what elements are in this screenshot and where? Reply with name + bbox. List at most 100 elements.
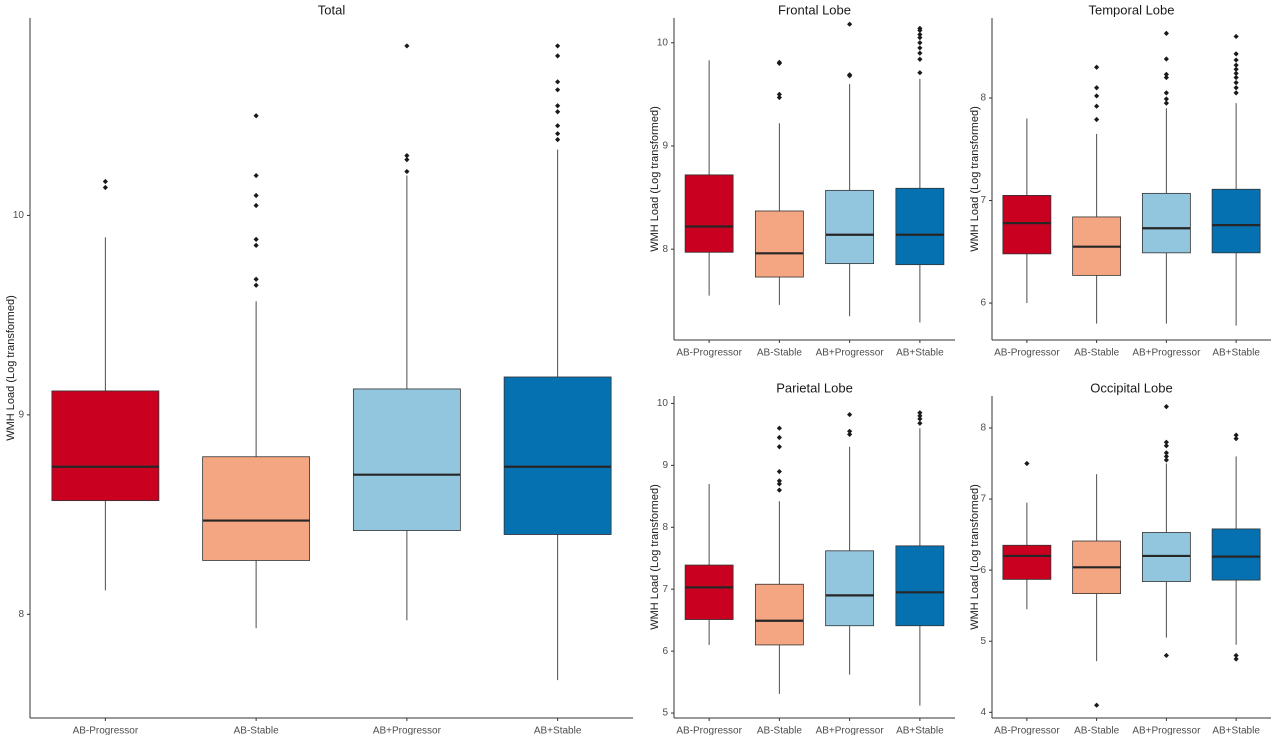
outlier-point [1163, 450, 1169, 456]
outlier-point [1233, 436, 1239, 442]
outlier-point [917, 416, 923, 422]
outlier-point [555, 103, 561, 109]
y-tick-label: 6 [980, 565, 986, 576]
box-abminus-stable [754, 425, 804, 694]
outlier-point [1024, 460, 1030, 467]
outlier-point [1163, 30, 1169, 36]
outlier-point [555, 109, 561, 115]
box-abminus-progressor [1002, 460, 1052, 610]
y-tick-label: 7 [980, 494, 986, 505]
box-abplusminus-progressor [825, 21, 875, 317]
y-axis-label: WMH Load (Log transformed) [649, 484, 661, 630]
y-tick-label: 9 [662, 460, 668, 471]
iqr-box [754, 210, 804, 278]
iqr-box [1141, 192, 1191, 254]
outlier-point [917, 25, 923, 31]
outlier-point [1233, 74, 1239, 81]
outlier-point [847, 411, 853, 418]
x-tick-label: AB+Stable [896, 348, 944, 359]
outlier-point [917, 410, 923, 416]
outlier-point [555, 137, 561, 143]
box-abminus-stable [754, 59, 804, 305]
box-abplusminus-stable [895, 410, 945, 706]
box-abplusminus-stable [895, 25, 945, 323]
outlier-point [1163, 71, 1169, 78]
outlier-point [1094, 116, 1100, 123]
panel-temporal-lobe: Temporal Lobe WMH Load (Log transformed) 6… [969, 2, 1271, 359]
iqr-box [684, 564, 734, 620]
outlier-point [1233, 70, 1239, 76]
iqr-box [1002, 195, 1052, 255]
box-abminus-stable [1072, 64, 1122, 324]
outlier-point [555, 53, 561, 59]
outlier-point [253, 236, 259, 242]
box-abplusminus-stable [1211, 33, 1261, 326]
outlier-point [847, 21, 853, 27]
outlier-point [776, 425, 782, 431]
outlier-point [1163, 453, 1169, 460]
outlier-point [1094, 702, 1100, 708]
outlier-point [555, 87, 561, 93]
iqr-box [825, 189, 875, 265]
iqr-box [503, 376, 612, 535]
x-tick-label: AB-Progressor [73, 726, 139, 735]
y-tick-label: 9 [18, 410, 24, 421]
y-axis-label: WMH Load (Log transformed) [969, 106, 981, 252]
outlier-point [1233, 51, 1239, 57]
outlier-point [917, 413, 923, 419]
y-tick-label: 9 [662, 141, 668, 152]
x-tick-label: AB+Progressor [816, 726, 885, 735]
outlier-point [253, 172, 259, 179]
outlier-point [917, 45, 923, 51]
box-abminus-progressor [51, 178, 160, 591]
outlier-point [1163, 439, 1169, 445]
outlier-point [404, 153, 410, 159]
x-tick-label: AB-Progressor [676, 348, 742, 359]
outlier-point [1163, 90, 1169, 96]
panel-title: Frontal Lobe [778, 2, 851, 17]
y-tick-label: 5 [662, 708, 668, 719]
outlier-point [847, 428, 853, 434]
iqr-box [684, 174, 734, 253]
y-axis-label: WMH Load (Log transformed) [649, 106, 661, 252]
outlier-point [847, 72, 853, 78]
box-abminus-progressor [684, 60, 734, 296]
outlier-point [847, 431, 853, 437]
panel-title: Occipital Lobe [1090, 380, 1172, 395]
iqr-box [202, 456, 311, 561]
y-tick-label: 10 [657, 398, 669, 409]
outlier-point [555, 123, 561, 129]
x-tick-label: AB-Stable [1074, 726, 1119, 735]
y-tick-label: 5 [980, 636, 986, 647]
x-tick-label: AB+Progressor [1132, 726, 1201, 735]
x-tick-label: AB-Stable [1074, 348, 1119, 359]
outlier-point [1233, 62, 1239, 68]
outlier-point [253, 113, 259, 119]
outlier-point [917, 56, 923, 62]
outlier-point [102, 178, 108, 185]
outlier-point [776, 94, 782, 101]
panel-frontal-lobe: Frontal Lobe WMH Load (Log transformed) 8 9… [649, 2, 955, 359]
outlier-point [253, 202, 259, 209]
y-axis-label: WMH Load (Log transformed) [969, 484, 981, 630]
outlier-point [1233, 652, 1239, 659]
outlier-point [1163, 100, 1169, 106]
x-tick-label: AB-Stable [757, 726, 802, 735]
outlier-point [555, 131, 561, 137]
panel-occipital-lobe: Occipital Lobe WMH Load (Log transformed)… [969, 380, 1271, 735]
x-tick-label: AB+Stable [1212, 726, 1260, 735]
outlier-point [1163, 74, 1169, 81]
y-tick-label: 4 [980, 707, 986, 718]
y-tick-label: 8 [662, 244, 668, 255]
panel-total: Total WMH Load (Log transformed) 8 9 10 AB-Pr… [5, 2, 633, 735]
x-tick-label: AB-Stable [234, 726, 279, 735]
outlier-point [917, 31, 923, 38]
outlier-point [1163, 652, 1169, 659]
y-tick-label: 8 [980, 423, 986, 434]
x-tick-label: AB-Stable [757, 348, 802, 359]
outlier-point [1233, 90, 1239, 96]
y-tick-label: 10 [13, 210, 25, 221]
outlier-point [1163, 404, 1169, 410]
outlier-point [776, 91, 782, 97]
outlier-point [776, 487, 782, 493]
